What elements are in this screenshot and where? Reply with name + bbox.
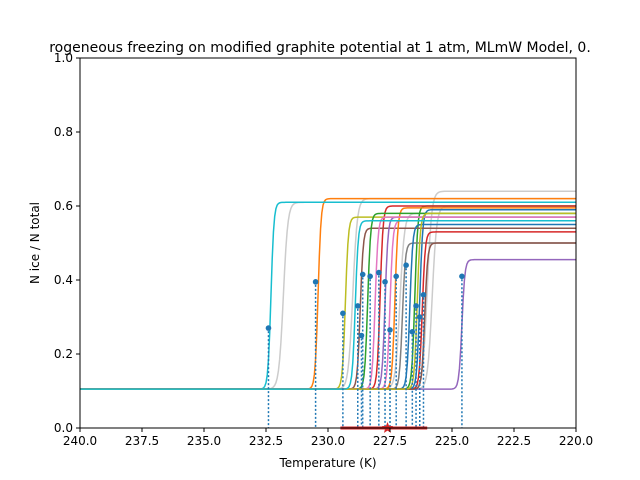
- y-tick-label: 0.2: [54, 347, 73, 361]
- x-tick-label: 230.0: [311, 434, 345, 448]
- series-line-9: [80, 201, 576, 390]
- markers: [265, 262, 465, 433]
- midpoint-marker-1: [312, 279, 319, 285]
- midpoint-marker-10: [393, 273, 400, 280]
- plot-area: [80, 190, 576, 390]
- x-tick-label: 220.0: [559, 434, 593, 448]
- y-tick-label: 0.8: [54, 125, 73, 139]
- x-axis: 240.0 237.5 235.0 232.5 230.0 227.5 225.0 222.5…: [63, 428, 593, 448]
- midpoint-marker-13: [413, 303, 419, 309]
- mean-marker: [381, 422, 394, 433]
- gray-series-line-1: [80, 197, 576, 390]
- y-tick-label: 1.0: [54, 51, 73, 65]
- series-line-7: [80, 242, 576, 390]
- y-tick-label: 0.4: [54, 273, 73, 287]
- series-line-12: [80, 212, 576, 390]
- midpoint-marker-2: [340, 310, 346, 317]
- x-axis-label: Temperature (K): [278, 456, 376, 470]
- x-tick-label: 240.0: [63, 434, 97, 448]
- midpoint-marker-5: [359, 271, 366, 278]
- midpoint-marker-9: [387, 327, 393, 333]
- midpoint-marker-7: [376, 269, 382, 276]
- series-line-5: [80, 227, 576, 390]
- gray-series-line-3: [80, 205, 576, 390]
- series-line-13: [80, 231, 576, 390]
- y-tick-label: 0.6: [54, 199, 73, 213]
- x-tick-label: 227.5: [373, 434, 407, 448]
- midpoint-marker-11: [403, 262, 409, 269]
- x-tick-label: 232.5: [249, 434, 283, 448]
- gray-series-line-4: [80, 212, 576, 390]
- x-tick-label: 225.0: [435, 434, 469, 448]
- midpoint-marker-14: [416, 314, 423, 320]
- midpoint-marker-0: [265, 325, 272, 331]
- series-line-2: [80, 205, 576, 390]
- x-tick-label: 235.0: [187, 434, 221, 448]
- y-tick-label: 0.0: [54, 421, 73, 435]
- series-line-15: [80, 242, 576, 390]
- series-line-10: [80, 223, 576, 390]
- y-axis-label: N ice / N total: [28, 202, 42, 284]
- gray-series-line-0: [80, 201, 576, 390]
- series-line-17: [80, 212, 576, 390]
- series-line-3: [80, 205, 576, 390]
- midpoint-marker-12: [409, 329, 416, 335]
- midpoint-marker-6: [367, 273, 373, 280]
- x-tick-label: 237.5: [125, 434, 159, 448]
- chart-title: rogeneous freezing on modified graphite …: [49, 40, 591, 56]
- series-line-6: [80, 220, 576, 390]
- midpoint-marker-3: [354, 303, 361, 309]
- series-line-18: [80, 220, 576, 390]
- series-line-1: [80, 197, 576, 390]
- series-line-11: [80, 207, 576, 390]
- x-tick-label: 222.5: [497, 434, 531, 448]
- midpoint-marker-15: [420, 292, 427, 298]
- y-axis: 0.0 0.2 0.4 0.6 0.8 1.0: [54, 51, 80, 435]
- series-line-0: [80, 208, 576, 390]
- midpoint-marker-16: [459, 273, 465, 280]
- series-line-4: [80, 258, 576, 390]
- midpoint-marker-8: [382, 279, 388, 285]
